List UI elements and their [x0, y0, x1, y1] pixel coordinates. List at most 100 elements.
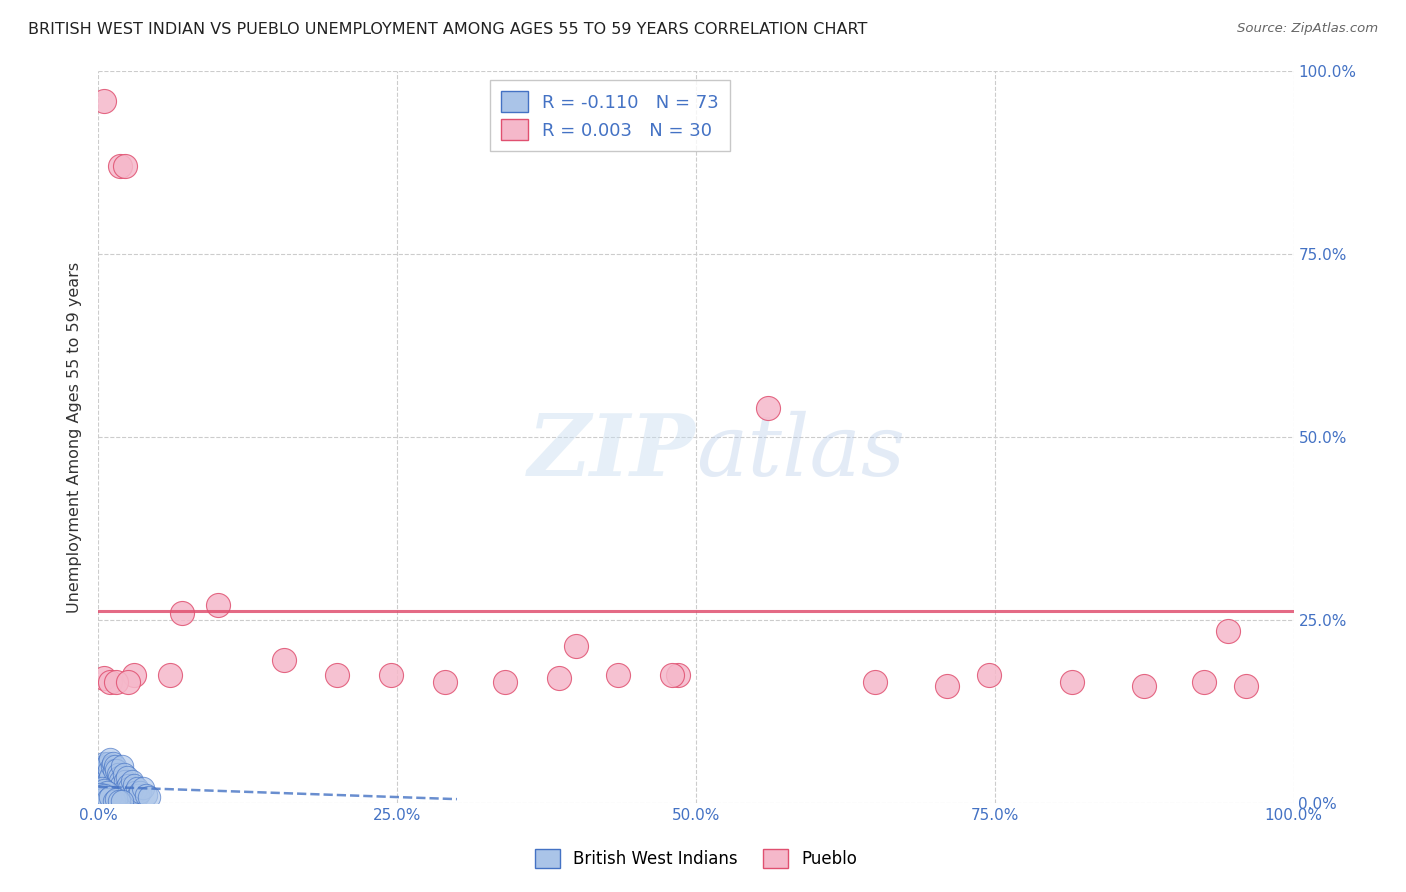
Point — [380, 667, 402, 681]
Point — [129, 785, 152, 799]
Point — [172, 606, 194, 620]
Point — [101, 756, 124, 770]
Legend: British West Indians, Pueblo: British West Indians, Pueblo — [529, 842, 863, 875]
Point — [121, 773, 143, 788]
Point — [756, 401, 779, 415]
Point — [100, 759, 122, 773]
Point — [103, 794, 125, 808]
Point — [108, 160, 131, 174]
Point — [494, 675, 516, 690]
Point — [112, 766, 135, 780]
Point — [115, 770, 138, 784]
Point — [97, 789, 120, 803]
Point — [117, 777, 139, 792]
Point — [977, 667, 1000, 681]
Point — [661, 667, 683, 681]
Point — [110, 777, 132, 792]
Point — [273, 653, 295, 667]
Point — [91, 781, 114, 796]
Point — [105, 782, 128, 797]
Point — [103, 781, 125, 796]
Point — [607, 667, 630, 681]
Point — [108, 773, 131, 788]
Point — [98, 787, 122, 801]
Point — [138, 789, 160, 804]
Point — [120, 785, 142, 799]
Point — [105, 792, 128, 806]
Point — [98, 752, 122, 766]
Point — [94, 789, 117, 803]
Point — [666, 667, 689, 681]
Point — [93, 672, 115, 686]
Point — [433, 675, 456, 690]
Point — [94, 763, 117, 777]
Point — [114, 160, 136, 174]
Point — [93, 756, 115, 770]
Point — [89, 792, 111, 806]
Point — [1062, 675, 1084, 690]
Point — [936, 679, 959, 693]
Point — [124, 785, 146, 799]
Point — [97, 756, 120, 770]
Point — [105, 763, 128, 777]
Point — [97, 773, 120, 788]
Point — [111, 785, 134, 799]
Text: Source: ZipAtlas.com: Source: ZipAtlas.com — [1237, 22, 1378, 36]
Point — [97, 789, 120, 804]
Point — [103, 763, 125, 777]
Point — [207, 599, 229, 613]
Point — [159, 667, 181, 681]
Point — [1216, 624, 1239, 638]
Point — [90, 766, 112, 780]
Point — [94, 781, 117, 796]
Point — [863, 675, 887, 690]
Point — [91, 773, 114, 788]
Text: BRITISH WEST INDIAN VS PUEBLO UNEMPLOYMENT AMONG AGES 55 TO 59 YEARS CORRELATION: BRITISH WEST INDIAN VS PUEBLO UNEMPLOYME… — [28, 22, 868, 37]
Point — [98, 789, 122, 804]
Point — [1234, 679, 1257, 693]
Point — [118, 781, 141, 796]
Y-axis label: Unemployment Among Ages 55 to 59 years: Unemployment Among Ages 55 to 59 years — [67, 261, 83, 613]
Point — [93, 94, 115, 108]
Point — [93, 789, 115, 803]
Point — [89, 785, 111, 799]
Point — [111, 794, 134, 808]
Point — [96, 759, 118, 773]
Point — [107, 766, 129, 780]
Point — [90, 789, 112, 803]
Point — [96, 785, 118, 799]
Point — [1192, 675, 1215, 690]
Point — [111, 759, 134, 773]
Point — [105, 675, 128, 690]
Point — [91, 792, 114, 806]
Point — [98, 763, 121, 777]
Point — [93, 777, 115, 792]
Point — [104, 789, 127, 803]
Point — [101, 785, 124, 799]
Point — [1133, 679, 1156, 693]
Text: ZIP: ZIP — [529, 410, 696, 493]
Point — [96, 785, 118, 799]
Point — [89, 787, 111, 801]
Point — [107, 770, 129, 784]
Point — [98, 675, 122, 690]
Point — [326, 667, 349, 681]
Point — [91, 770, 114, 784]
Point — [98, 770, 122, 784]
Point — [104, 759, 127, 773]
Point — [135, 789, 157, 803]
Point — [117, 675, 139, 690]
Point — [565, 639, 588, 653]
Point — [87, 792, 110, 806]
Point — [89, 789, 111, 804]
Point — [91, 789, 114, 804]
Point — [100, 777, 122, 792]
Point — [93, 782, 115, 797]
Text: atlas: atlas — [696, 410, 905, 493]
Point — [91, 787, 114, 801]
Point — [97, 792, 120, 806]
Point — [91, 789, 114, 804]
Point — [115, 781, 138, 796]
Point — [98, 781, 121, 796]
Point — [107, 794, 129, 808]
